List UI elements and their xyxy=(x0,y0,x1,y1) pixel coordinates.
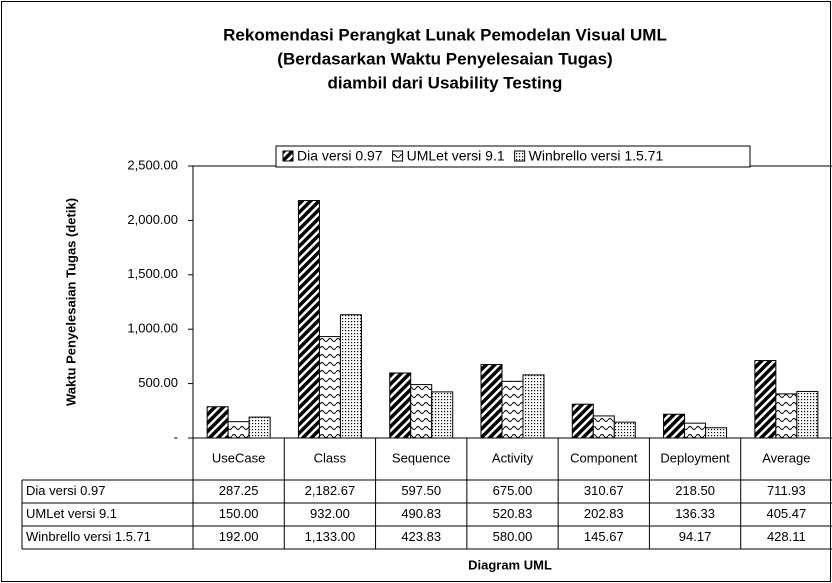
legend-label: Winbrello versi 1.5.71 xyxy=(529,148,664,164)
y-tick-label: 2,500.00 xyxy=(127,157,178,172)
x-tick-label: Sequence xyxy=(392,450,451,465)
x-tick-label: Class xyxy=(314,450,347,465)
bar xyxy=(206,406,229,439)
chart-title: Rekomendasi Perangkat Lunak Pemodelan Vi… xyxy=(223,25,667,44)
bar xyxy=(754,360,777,439)
bar xyxy=(339,314,362,439)
bar xyxy=(248,416,271,439)
table-cell: 136.33 xyxy=(675,506,715,521)
table-row-label: Dia versi 0.97 xyxy=(26,483,105,498)
table-cell: 675.00 xyxy=(493,483,533,498)
legend-label: UMLet versi 9.1 xyxy=(407,148,505,164)
y-axis-label: Waktu Penyelesaian Tugas (detik) xyxy=(63,198,78,406)
bar xyxy=(571,403,594,439)
y-tick-label: 1,500.00 xyxy=(127,266,178,281)
table-cell: 192.00 xyxy=(219,529,259,544)
table-cell: 287.25 xyxy=(219,483,259,498)
x-tick-label: Component xyxy=(570,450,638,465)
table-cell: 94.17 xyxy=(679,529,712,544)
bar xyxy=(501,380,524,439)
table-cell: 218.50 xyxy=(675,483,715,498)
y-tick-label: 500.00 xyxy=(138,375,178,390)
bar xyxy=(389,372,412,439)
table-cell: 490.83 xyxy=(401,506,441,521)
x-tick-label: UseCase xyxy=(212,450,265,465)
chart-title: diambil dari Usability Testing xyxy=(328,73,563,92)
x-tick-label: Activity xyxy=(492,450,534,465)
table-cell: 597.50 xyxy=(401,483,441,498)
legend-label: Dia versi 0.97 xyxy=(297,148,383,164)
bar xyxy=(227,421,250,439)
table-cell: 150.00 xyxy=(219,506,259,521)
bar xyxy=(318,336,341,439)
table-cell: 145.67 xyxy=(584,529,624,544)
x-axis-label: Diagram UML xyxy=(468,557,552,572)
table-cell: 405.47 xyxy=(766,506,806,521)
bar xyxy=(663,413,686,439)
table-cell: 2,182.67 xyxy=(305,483,356,498)
bar xyxy=(410,384,433,439)
y-tick-label: 1,000.00 xyxy=(127,321,178,336)
chart-title: (Berdasarkan Waktu Penyelesaian Tugas) xyxy=(277,49,612,68)
bar xyxy=(431,391,454,439)
legend-swatch xyxy=(392,150,404,162)
bar xyxy=(684,422,707,439)
table-row-label: UMLet versi 9.1 xyxy=(26,506,117,521)
bar xyxy=(796,390,819,439)
table-cell: 428.11 xyxy=(767,529,806,544)
table-cell: 932.00 xyxy=(310,506,350,521)
table-cell: 310.67 xyxy=(584,483,624,498)
x-tick-label: Deployment xyxy=(660,450,730,465)
table-cell: 580.00 xyxy=(493,529,533,544)
bar xyxy=(613,421,636,439)
table-cell: 423.83 xyxy=(401,529,441,544)
table-cell: 1,133.00 xyxy=(305,529,356,544)
table-cell: 202.83 xyxy=(584,506,624,521)
bar xyxy=(775,393,798,439)
bar xyxy=(705,427,728,439)
table-row-label: Winbrello versi 1.5.71 xyxy=(26,529,151,544)
bar xyxy=(480,364,503,439)
bar xyxy=(297,200,320,439)
y-tick-label: 2,000.00 xyxy=(127,212,178,227)
table-cell: 711.93 xyxy=(767,483,806,498)
table-cell: 520.83 xyxy=(493,506,533,521)
x-tick-label: Average xyxy=(762,450,810,465)
bar xyxy=(522,374,545,439)
legend-swatch xyxy=(514,150,526,162)
legend-swatch xyxy=(282,150,294,162)
bar xyxy=(592,415,615,439)
y-tick-label: - xyxy=(174,429,178,444)
